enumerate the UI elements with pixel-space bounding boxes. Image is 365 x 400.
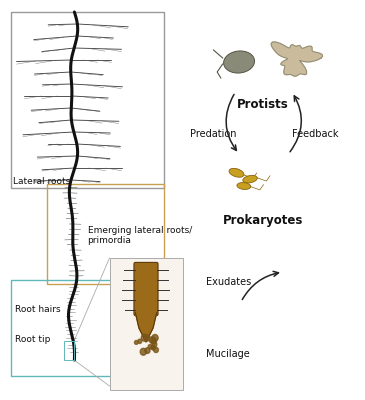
FancyArrowPatch shape — [242, 271, 278, 300]
Text: Prokaryotes: Prokaryotes — [223, 214, 303, 227]
Circle shape — [149, 337, 155, 343]
Ellipse shape — [229, 168, 244, 177]
Text: Exudates: Exudates — [206, 277, 251, 287]
Text: Lateral roots: Lateral roots — [13, 177, 70, 186]
Text: Feedback: Feedback — [292, 129, 339, 139]
Circle shape — [151, 345, 155, 349]
Bar — [110, 258, 182, 390]
Text: Emerging lateral roots/
primordia: Emerging lateral roots/ primordia — [88, 226, 192, 245]
Bar — [64, 341, 74, 360]
Text: Root hairs: Root hairs — [15, 305, 60, 314]
Bar — [11, 280, 113, 376]
Circle shape — [148, 344, 152, 349]
Text: Predation: Predation — [190, 129, 237, 139]
Text: Root tip: Root tip — [15, 335, 50, 344]
Circle shape — [145, 335, 150, 341]
Circle shape — [138, 339, 142, 344]
Circle shape — [145, 348, 150, 353]
Bar — [47, 184, 164, 284]
Ellipse shape — [243, 175, 257, 183]
Circle shape — [152, 342, 157, 347]
Polygon shape — [135, 313, 157, 342]
Text: Mucilage: Mucilage — [206, 349, 250, 359]
Polygon shape — [271, 42, 323, 76]
FancyArrowPatch shape — [290, 96, 301, 152]
Circle shape — [151, 345, 155, 350]
Ellipse shape — [224, 51, 254, 73]
Circle shape — [140, 348, 146, 355]
Circle shape — [154, 347, 158, 352]
Circle shape — [141, 334, 148, 341]
Text: Protists: Protists — [237, 98, 289, 111]
FancyBboxPatch shape — [134, 262, 158, 316]
Bar — [11, 12, 164, 188]
Circle shape — [152, 334, 158, 341]
Circle shape — [151, 338, 157, 344]
Circle shape — [134, 340, 138, 344]
Ellipse shape — [237, 182, 251, 190]
FancyArrowPatch shape — [226, 94, 237, 150]
